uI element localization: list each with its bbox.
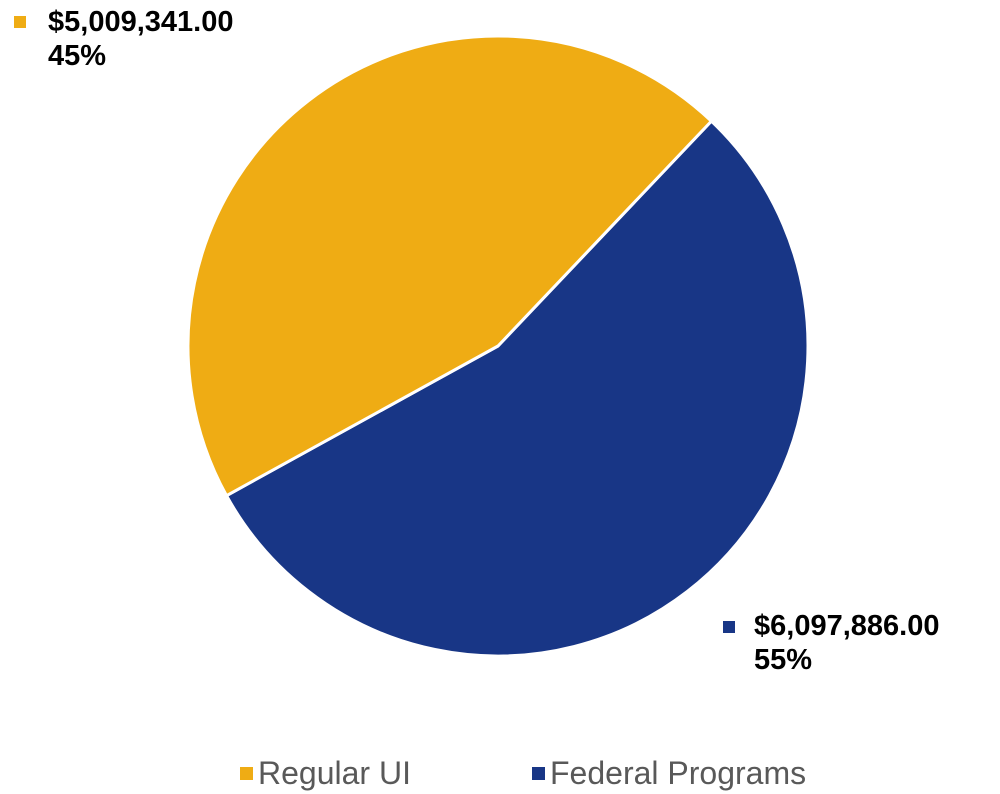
data-label-federal-programs: $6,097,886.00 55%: [723, 609, 940, 677]
pie-slice-regular-ui: [186, 34, 713, 498]
data-label-regular-ui: $5,009,341.00 45%: [14, 5, 234, 73]
data-label-value-federal-programs: $6,097,886.00: [754, 610, 940, 642]
legend-swatch-regular-ui: [240, 767, 253, 780]
data-label-swatch-regular-ui: [14, 16, 26, 28]
data-label-percent-federal-programs: 55%: [754, 644, 813, 676]
chart-legend: Regular UI Federal Programs: [0, 754, 1000, 794]
pie-slices: [186, 34, 810, 658]
legend-item-federal-programs: Federal Programs: [532, 754, 807, 792]
data-label-value-regular-ui: $5,009,341.00: [48, 6, 234, 38]
pie-slice-federal-programs: [225, 119, 810, 658]
legend-item-regular-ui: Regular UI: [240, 754, 411, 792]
legend-label-federal-programs: Federal Programs: [550, 755, 807, 791]
legend-label-regular-ui: Regular UI: [258, 755, 411, 791]
data-label-percent-regular-ui: 45%: [48, 40, 107, 72]
data-label-swatch-federal-programs: [723, 621, 735, 633]
legend-swatch-federal-programs: [532, 767, 545, 780]
